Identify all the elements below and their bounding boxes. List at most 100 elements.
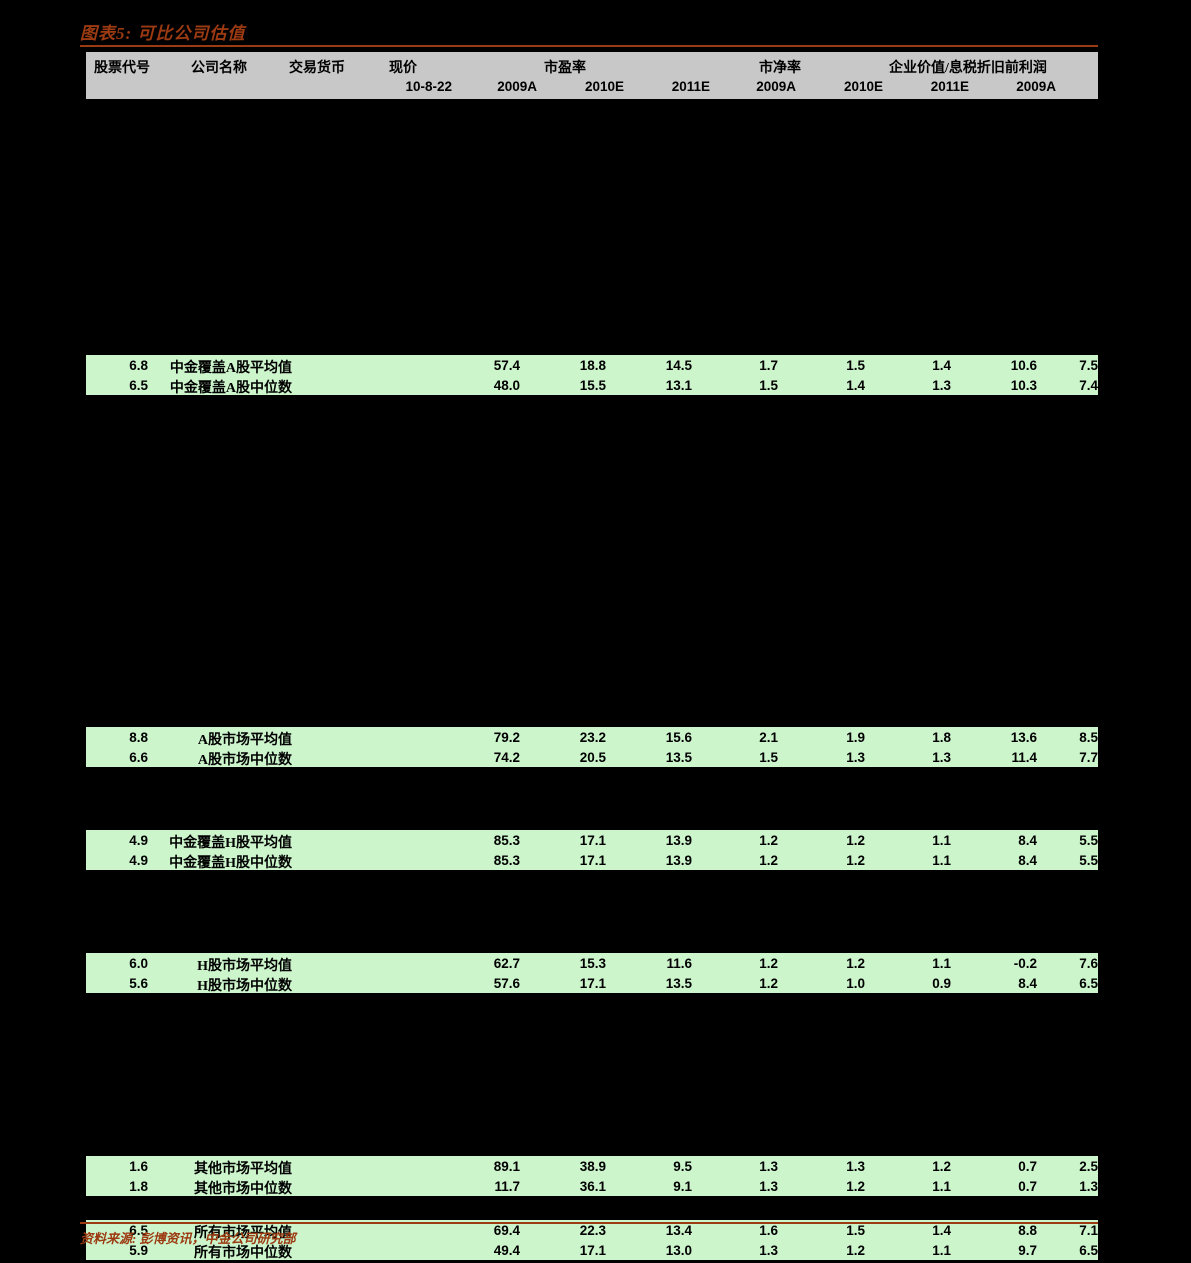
column-group-header: 交易货币 <box>289 57 345 77</box>
table-cell-value: 13.9 <box>630 853 692 868</box>
table-cell-value: 11.4 <box>975 750 1037 765</box>
table-cell-value: 1.1 <box>889 833 951 848</box>
table-cell-value: 7.7 <box>1036 750 1098 765</box>
column-group-header: 市净率 <box>759 57 801 77</box>
column-group-header: 现价 <box>389 57 417 77</box>
table-cell-value: 62.7 <box>458 956 520 971</box>
table-cell-value: 1.0 <box>803 976 865 991</box>
row-label: 中金覆盖A股中位数 <box>170 377 292 397</box>
row-label: 其他市场中位数 <box>194 1178 292 1198</box>
table-cell-value: 7.4 <box>1036 378 1098 393</box>
table-cell-value: 1.3 <box>803 750 865 765</box>
table-cell-value: 1.2 <box>716 833 778 848</box>
table-cell-value: 1.4 <box>803 378 865 393</box>
table-cell-value: 1.3 <box>803 1159 865 1174</box>
row-label: H股市场平均值 <box>197 955 292 975</box>
table-cell-value: 18.8 <box>544 358 606 373</box>
table-cell-value: 17.1 <box>544 1243 606 1258</box>
table-cell-value: 11.6 <box>630 956 692 971</box>
table-cell-value: 5.5 <box>1036 853 1098 868</box>
table-cell-value: 17.1 <box>544 853 606 868</box>
title-divider <box>80 45 1098 47</box>
column-period-header: 2009A <box>756 79 796 94</box>
table-cell-value: 2.1 <box>716 730 778 745</box>
table-cell-value: 1.1 <box>889 1243 951 1258</box>
table-cell-value: 85.3 <box>458 833 520 848</box>
column-period-header: 2010E <box>585 79 624 94</box>
table-cell-value: 85.3 <box>458 853 520 868</box>
table-cell-value: 1.2 <box>889 1159 951 1174</box>
table-cell-value: 0.7 <box>975 1159 1037 1174</box>
table-cell-value: 1.4 <box>889 1223 951 1238</box>
row-label: 其他市场平均值 <box>194 1158 292 1178</box>
table-cell-value: 2.5 <box>1036 1159 1098 1174</box>
table-cell-value: 7.6 <box>1036 956 1098 971</box>
table-cell-value: 22.3 <box>544 1223 606 1238</box>
table-cell-value: 1.5 <box>803 1223 865 1238</box>
table-cell-value: 0.7 <box>975 1179 1037 1194</box>
table-cell-value: 1.2 <box>803 1179 865 1194</box>
table-cell-value: 13.1 <box>630 378 692 393</box>
table-cell-value: 8.4 <box>975 853 1037 868</box>
table-cell-value: 0.9 <box>889 976 951 991</box>
table-cell-value: 7.5 <box>1036 358 1098 373</box>
row-label: A股市场中位数 <box>198 749 292 769</box>
table-cell-value: 1.2 <box>716 956 778 971</box>
column-group-header: 市盈率 <box>544 57 586 77</box>
table-cell-value: 13.5 <box>630 750 692 765</box>
table-cell-value: 4.9 <box>86 833 148 848</box>
column-period-header: 2011E <box>672 79 710 94</box>
column-group-header: 企业价值/息税折旧前利润 <box>889 57 1047 77</box>
table-cell-value: 1.8 <box>86 1179 148 1194</box>
table-cell-value: 38.9 <box>544 1159 606 1174</box>
table-cell-value: 9.5 <box>630 1159 692 1174</box>
table-cell-value: 15.6 <box>630 730 692 745</box>
table-cell-value: 8.5 <box>1036 730 1098 745</box>
table-cell-value: 1.6 <box>716 1223 778 1238</box>
row-label: 中金覆盖H股中位数 <box>169 852 292 872</box>
table-cell-value: 1.7 <box>716 358 778 373</box>
table-cell-value: 6.5 <box>1036 1243 1098 1258</box>
table-cell-value: 8.4 <box>975 833 1037 848</box>
table-cell-value: 1.3 <box>716 1179 778 1194</box>
table-cell-value: 1.2 <box>803 1243 865 1258</box>
column-period-header: 2010E <box>1104 79 1143 94</box>
table-cell-value: 1.1 <box>889 956 951 971</box>
table-cell-value: 13.9 <box>630 833 692 848</box>
table-cell-value: 15.3 <box>544 956 606 971</box>
table-cell-value: 1.9 <box>803 730 865 745</box>
row-label: H股市场中位数 <box>197 975 292 995</box>
table-cell-value: 20.5 <box>544 750 606 765</box>
table-cell-value: 8.8 <box>86 730 148 745</box>
table-cell-value: 74.2 <box>458 750 520 765</box>
table-cell-value: 49.4 <box>458 1243 520 1258</box>
table-cell-value: 89.1 <box>458 1159 520 1174</box>
table-cell-value: -0.2 <box>975 956 1037 971</box>
table-cell-value: 5.6 <box>86 976 148 991</box>
table-cell-value: 1.2 <box>803 853 865 868</box>
table-cell-value: 1.1 <box>889 1179 951 1194</box>
table-cell-value: 1.6 <box>86 1159 148 1174</box>
table-cell-value: 1.3 <box>889 378 951 393</box>
footer-divider <box>80 1222 1098 1224</box>
table-cell-value: 11.7 <box>458 1179 520 1194</box>
table-cell-value: 13.4 <box>630 1223 692 1238</box>
table-cell-value: 1.4 <box>889 358 951 373</box>
table-cell-value: 10.3 <box>975 378 1037 393</box>
table-cell-value: 10.6 <box>975 358 1037 373</box>
table-cell-value: 1.2 <box>716 976 778 991</box>
column-group-header: 公司名称 <box>191 57 247 77</box>
table-cell-value: 1.8 <box>889 730 951 745</box>
table-cell-value: 1.3 <box>889 750 951 765</box>
